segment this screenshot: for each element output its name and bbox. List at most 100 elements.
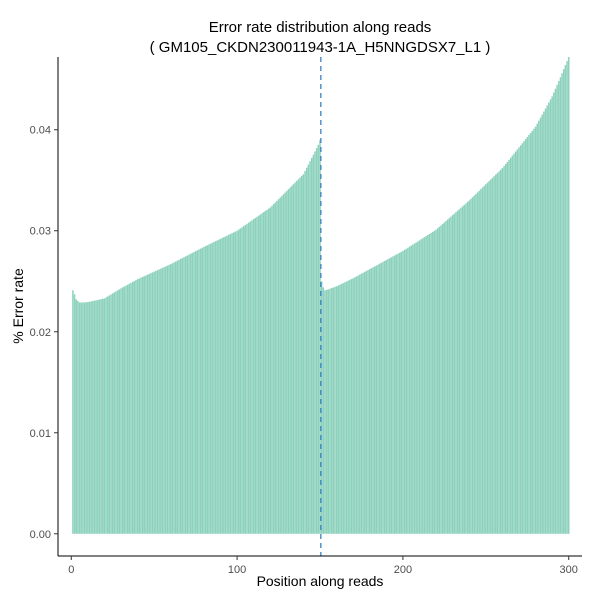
bar-pos-51: [155, 270, 157, 534]
bar-pos-18: [100, 299, 102, 534]
bar-pos-112: [256, 216, 258, 534]
bar-pos-161: [337, 285, 339, 534]
bar-pos-29: [118, 289, 121, 534]
bar-pos-111: [254, 217, 257, 534]
bar-pos-125: [277, 199, 280, 534]
bar-pos-167: [347, 280, 349, 534]
bar-pos-48: [150, 273, 152, 534]
bar-pos-160: [335, 286, 338, 534]
bar-pos-229: [450, 216, 452, 534]
bar-pos-115: [261, 213, 263, 534]
bar-pos-237: [463, 204, 466, 534]
bar-pos-94: [226, 235, 228, 534]
bar-pos-86: [213, 242, 215, 534]
bar-pos-227: [446, 219, 449, 534]
bar-pos-154: [325, 289, 328, 534]
bar-pos-109: [251, 220, 253, 534]
bar-pos-275: [526, 137, 529, 534]
bar-pos-100: [236, 230, 238, 534]
bar-pos-235: [460, 207, 462, 534]
bar-pos-99: [234, 231, 237, 534]
bar-pos-244: [475, 193, 477, 534]
bar-pos-279: [533, 128, 535, 534]
bar-pos-32: [123, 286, 126, 534]
bar-pos-286: [544, 108, 547, 534]
bar-pos-181: [370, 268, 373, 534]
bar-pos-292: [554, 88, 557, 534]
bar-pos-11: [88, 301, 91, 534]
bar-pos-81: [204, 246, 207, 534]
bar-pos-215: [427, 235, 429, 534]
bar-pos-287: [546, 105, 548, 534]
bar-pos-35: [128, 283, 131, 534]
bar-pos-102: [239, 228, 242, 534]
bar-pos-187: [380, 262, 383, 534]
x-tick-label: 200: [394, 564, 412, 576]
bar-pos-221: [436, 228, 439, 534]
bar-pos-224: [441, 223, 444, 534]
y-tick-label: 0.00: [30, 529, 51, 541]
bar-pos-7: [82, 302, 84, 534]
bar-pos-194: [392, 256, 394, 534]
bar-pos-168: [349, 279, 351, 534]
bar-pos-21: [105, 297, 107, 534]
bar-pos-23: [108, 295, 111, 534]
bar-pos-179: [367, 270, 369, 534]
bar-pos-128: [282, 194, 285, 534]
bar-pos-164: [342, 283, 344, 534]
bar-pos-265: [509, 157, 512, 534]
bar-pos-252: [488, 181, 490, 534]
bar-pos-126: [279, 197, 281, 534]
bar-pos-240: [468, 200, 470, 534]
bar-pos-5: [78, 302, 81, 534]
bar-pos-278: [531, 130, 533, 534]
bar-pos-299: [566, 61, 568, 534]
bar-pos-189: [383, 260, 386, 534]
bar-pos-110: [252, 219, 255, 534]
bar-pos-281: [536, 123, 538, 534]
bar-pos-298: [564, 65, 567, 534]
bar-pos-233: [456, 210, 459, 534]
bar-pos-116: [262, 212, 265, 534]
bar-pos-155: [327, 289, 330, 534]
bar-pos-79: [201, 247, 204, 534]
bar-pos-84: [209, 243, 212, 534]
bar-pos-284: [541, 114, 543, 534]
bar-pos-255: [493, 176, 495, 534]
bar-pos-276: [528, 134, 530, 534]
y-tick-label: 0.01: [30, 428, 51, 440]
bar-pos-31: [121, 287, 124, 534]
bar-pos-1: [72, 290, 74, 534]
bar-pos-144: [309, 161, 311, 534]
bar-pos-37: [131, 281, 134, 534]
bar-pos-266: [511, 155, 514, 534]
bar-pos-16: [97, 299, 99, 534]
bar-pos-272: [521, 143, 524, 534]
bar-pos-22: [107, 296, 109, 534]
bar-pos-134: [292, 184, 295, 534]
y-axis-ticks: 0.00 0.01 0.02 0.03 0.04: [30, 125, 58, 541]
bars-group: [72, 57, 570, 534]
bar-pos-66: [179, 258, 182, 534]
bar-pos-270: [518, 147, 520, 534]
bar-pos-69: [184, 256, 187, 534]
bar-pos-39: [135, 280, 137, 534]
bar-pos-118: [266, 209, 268, 534]
bar-pos-222: [438, 226, 441, 534]
bar-pos-249: [483, 185, 485, 534]
bar-pos-61: [171, 263, 174, 534]
bar-pos-140: [302, 174, 305, 534]
bar-pos-104: [242, 226, 245, 534]
bar-pos-290: [551, 96, 553, 534]
bar-pos-41: [138, 278, 140, 534]
bar-pos-80: [203, 246, 205, 534]
bar-pos-283: [539, 117, 542, 534]
x-tick-label: 100: [228, 564, 246, 576]
bar-pos-291: [553, 92, 555, 534]
bar-pos-210: [418, 240, 421, 534]
bar-pos-95: [228, 234, 230, 534]
bar-pos-206: [412, 244, 414, 534]
bar-pos-271: [519, 145, 522, 534]
bar-pos-96: [229, 233, 232, 534]
bar-pos-238: [465, 203, 467, 534]
